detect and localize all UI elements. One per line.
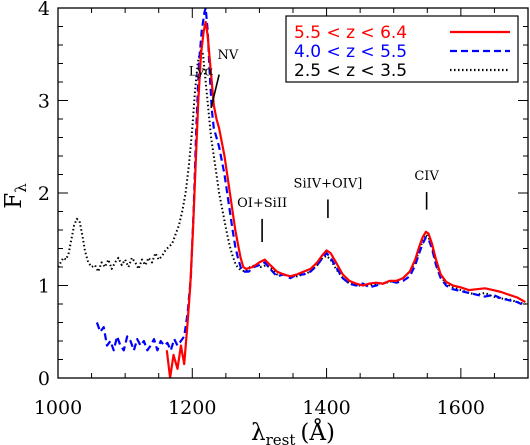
series-line-3 — [58, 48, 526, 305]
y-tick-label: 2 — [38, 183, 50, 205]
series-layer — [58, 8, 526, 378]
x-axis-title: λrest (Å) — [251, 418, 335, 445]
y-tick-label: 3 — [38, 91, 50, 113]
y-axis-title-sub: λ — [12, 183, 30, 193]
x-tick-label: 1000 — [34, 397, 82, 419]
annotation-label-5: CIV — [414, 169, 439, 184]
y-axis-title-main: F — [1, 193, 27, 209]
axes-layer: 1000 1200 1400 1600 0 1 2 3 4 — [34, 0, 529, 419]
legend: 5.5 < z < 6.44.0 < z < 5.52.5 < z < 3.5 — [285, 15, 519, 83]
legend-label-3: 2.5 < z < 3.5 — [294, 61, 407, 81]
annotation-label-4: SiIV+OIV] — [294, 176, 363, 191]
annotation-label-1: Lyα — [189, 65, 214, 80]
x-axis-title-unit: (Å) — [300, 418, 335, 445]
x-axis-title-main: λ — [251, 420, 266, 445]
x-tick-label: 1600 — [437, 397, 485, 419]
annotation-label-2: NV — [217, 48, 238, 63]
annotation-label-3: OI+SiII — [237, 196, 287, 211]
y-tick-label: 0 — [38, 368, 50, 390]
legend-label-1: 5.5 < z < 6.4 — [294, 23, 407, 43]
x-tick-label: 1200 — [168, 397, 216, 419]
x-axis-title-sub: rest — [266, 431, 296, 445]
annotation-marker-2 — [210, 74, 220, 109]
legend-label-2: 4.0 < z < 5.5 — [294, 42, 407, 62]
y-tick-label: 1 — [38, 276, 50, 298]
series-line-1 — [165, 20, 526, 378]
y-tick-label: 4 — [38, 0, 50, 20]
y-axis-title: Fλ — [1, 183, 30, 209]
series-line-2 — [95, 8, 526, 352]
x-tick-label: 1400 — [302, 397, 350, 419]
